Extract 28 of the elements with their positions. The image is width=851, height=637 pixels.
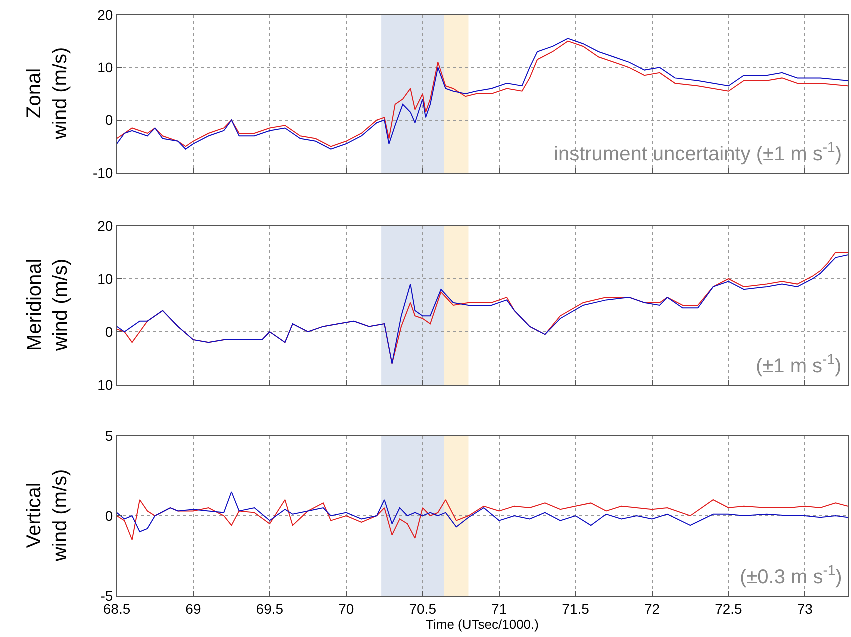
x-tick-label: 69.5 xyxy=(256,600,284,617)
line-series xyxy=(117,492,848,532)
x-axis-title: Time (UTsec/1000.) xyxy=(426,616,539,632)
x-tick-label: 69 xyxy=(186,600,202,617)
x-tick-label: 70 xyxy=(338,600,354,617)
y-tick-label: 10 xyxy=(98,376,114,393)
y-tick-label: 10 xyxy=(98,270,114,287)
y-tick-label: 5 xyxy=(105,428,114,444)
x-tick-label: 71 xyxy=(492,600,508,617)
y-tick-label: 20 xyxy=(98,218,114,234)
x-tick-label: 72 xyxy=(644,600,660,617)
y-tick-label: 0 xyxy=(105,508,114,524)
annotation: instrument uncertainty (±1 m s$^{-1}$) xyxy=(554,139,842,166)
y-tick-label: 0 xyxy=(105,324,114,340)
x-tick-label: 72.5 xyxy=(715,600,743,617)
line-series xyxy=(117,500,848,540)
y-tick-label: 10 xyxy=(98,60,114,76)
x-tick-label: 73 xyxy=(797,600,814,617)
y-axis-title: Vertical wind (m/s) xyxy=(24,469,72,563)
y-tick-label: -10 xyxy=(92,164,114,181)
annotation: (±0.3 m s$^{-1}$) xyxy=(740,562,842,588)
y-tick-label: 20 xyxy=(98,6,114,23)
y-axis-title: Zonal wind (m/s) xyxy=(24,47,72,141)
y-axis-title: Meridional wind (m/s) xyxy=(24,258,72,352)
x-tick-label: 70.5 xyxy=(409,600,437,617)
annotation: (±1 m s$^{-1}$) xyxy=(756,351,842,378)
y-tick-label: 0 xyxy=(105,112,114,128)
x-tick-label: 71.5 xyxy=(562,600,590,617)
